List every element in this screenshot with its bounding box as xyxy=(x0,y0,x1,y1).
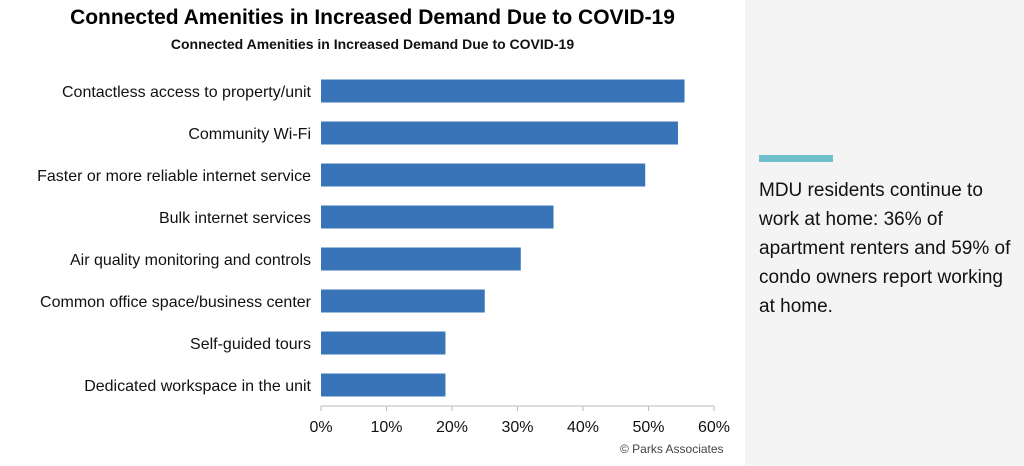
x-tick-label: 40% xyxy=(567,419,599,436)
side-panel: MDU residents continue to work at home: … xyxy=(745,0,1024,466)
x-tick-label: 0% xyxy=(309,419,332,436)
category-label: Self-guided tours xyxy=(190,336,311,353)
x-tick-label: 20% xyxy=(436,419,468,436)
bar-chart: Contactless access to property/unit Commu… xyxy=(37,79,730,436)
category-label: Common office space/business center xyxy=(40,294,312,311)
bar xyxy=(321,331,446,355)
x-tick-label: 50% xyxy=(632,419,664,436)
accent-bar xyxy=(759,155,833,162)
bar xyxy=(321,373,446,397)
source-credit: © Parks Associates xyxy=(620,442,724,456)
bar xyxy=(321,205,554,229)
category-label: Contactless access to property/unit xyxy=(62,84,312,101)
x-tick-label: 10% xyxy=(370,419,402,436)
x-tick-label: 30% xyxy=(501,419,533,436)
chart-subtitle: Connected Amenities in Increased Demand … xyxy=(170,36,575,52)
bar xyxy=(321,163,646,187)
bar xyxy=(321,247,521,271)
x-tick-label: 60% xyxy=(698,419,730,436)
category-label: Air quality monitoring and controls xyxy=(70,252,311,269)
category-label: Bulk internet services xyxy=(159,210,311,227)
category-label: Dedicated workspace in the unit xyxy=(84,378,311,395)
bar xyxy=(321,289,485,313)
bar xyxy=(321,121,678,145)
side-callout-text: MDU residents continue to work at home: … xyxy=(759,180,1011,317)
bar xyxy=(321,79,685,103)
category-label: Faster or more reliable internet service xyxy=(37,168,311,185)
chart-title: Connected Amenities in Increased Demand … xyxy=(70,6,675,29)
category-label: Community Wi-Fi xyxy=(188,126,311,143)
